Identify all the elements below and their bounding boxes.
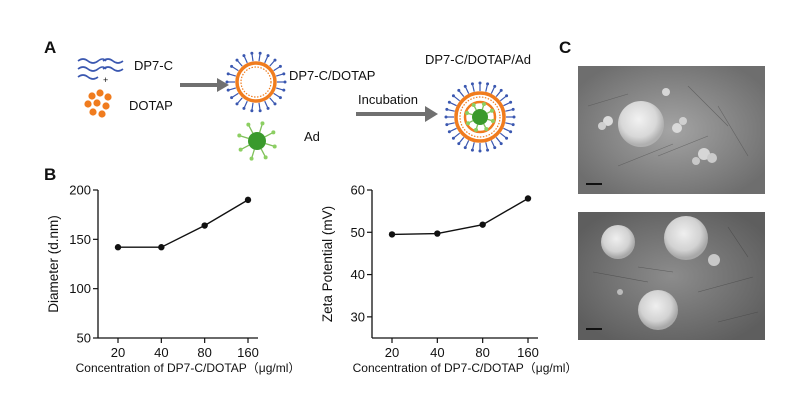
y-tick-label: 60 [351, 183, 365, 198]
plus-sign: + [103, 75, 109, 85]
x-tick-label: 20 [111, 345, 125, 360]
data-point [114, 244, 122, 251]
data-point [158, 244, 165, 251]
y-tick-label: 50 [77, 331, 91, 346]
y-axis-label: Zeta Potential (mV) [320, 206, 335, 322]
zeta-potential-chart: 30 40 50 60 20 40 80 160 Zeta Potential (mV) Conc… [320, 183, 570, 376]
x-tick-label: 160 [237, 345, 259, 360]
incubation-arrow-icon [356, 106, 438, 122]
dp7c-peptide-icon [77, 58, 124, 80]
y-tick-label: 50 [351, 225, 365, 240]
series-line [118, 199, 249, 248]
schematic-diagram [77, 51, 516, 161]
arrow-icon [180, 78, 229, 92]
x-axis-label: Concentration of DP7-C/DOTAP（μg/ml） [353, 361, 570, 375]
y-tick-label: 150 [69, 232, 91, 247]
y-axis-label: Diameter (d.nm) [46, 215, 61, 313]
final-complex-label: DP7-C/DOTAP/Ad [425, 52, 531, 67]
data-point [524, 195, 532, 202]
complex-icon [444, 81, 516, 153]
data-point [244, 196, 252, 204]
dp7c-label: DP7-C [134, 58, 174, 73]
tem-micrograph-bottom [578, 212, 765, 340]
y-tick-label: 200 [69, 183, 91, 198]
panel-label-b: B [44, 165, 57, 184]
data-point [388, 231, 396, 238]
adenovirus-icon [237, 121, 277, 161]
complex-label: DP7-C/DOTAP [289, 68, 376, 83]
y-tick-label: 40 [351, 267, 365, 282]
panel-label-a: A [44, 38, 57, 57]
ad-label: Ad [304, 129, 320, 144]
x-tick-label: 80 [475, 345, 489, 360]
series-line [391, 197, 529, 236]
data-point [434, 230, 441, 237]
y-tick-label: 30 [351, 309, 365, 324]
x-tick-label: 80 [197, 345, 211, 360]
panel-label-c: C [559, 38, 572, 57]
x-tick-label: 20 [385, 345, 399, 360]
x-tick-label: 40 [154, 345, 168, 360]
incubation-label: Incubation [358, 92, 418, 107]
liposome-icon [225, 51, 287, 113]
x-tick-label: 160 [517, 345, 539, 360]
data-point [201, 222, 208, 229]
diameter-chart: 50 100 150 200 20 40 80 160 Diameter (d.nm) Conce… [46, 183, 300, 376]
tem-micrograph-top [578, 66, 765, 194]
y-tick-label: 100 [69, 281, 91, 296]
x-axis-label: Concentration of DP7-C/DOTAP（μg/ml） [76, 361, 300, 375]
x-tick-label: 40 [430, 345, 444, 360]
dotap-label: DOTAP [129, 98, 173, 113]
dotap-lipid-icon [84, 89, 112, 118]
data-point [479, 221, 486, 228]
